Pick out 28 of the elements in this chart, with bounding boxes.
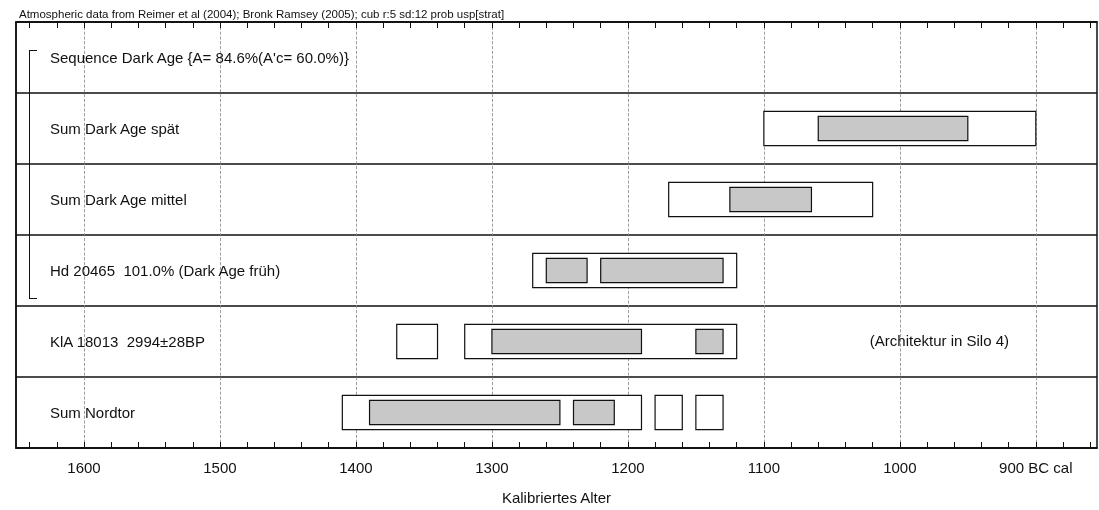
- y-tick-label: Sequence Dark Age {A= 84.6%(A'c= 60.0%)}: [50, 49, 349, 66]
- bar: [695, 394, 724, 431]
- bar: [817, 115, 969, 142]
- x-axis-title: Kalibriertes Alter: [501, 489, 612, 506]
- bar: [695, 328, 724, 355]
- x-tick-label: 1500: [203, 459, 237, 476]
- y-tick-label: Hd 20465 101.0% (Dark Age früh): [50, 262, 281, 279]
- bar: [600, 257, 724, 284]
- y-tick-label: KlA 18013 2994±28BP: [50, 333, 206, 350]
- bar: [491, 328, 643, 355]
- bar: [654, 394, 683, 431]
- chart-title: Atmospheric data from Reimer et al (2004); Bronk Ramsey (2005); cub r:5 sd:12 prob usp[strat]: [19, 8, 505, 20]
- y-tick-label: Sum Dark Age spät: [50, 120, 181, 137]
- bar: [572, 399, 615, 426]
- x-tick-label: 900 BC cal: [999, 459, 1073, 476]
- bar: [729, 186, 813, 213]
- y-tick-label: Sum Dark Age mittel: [50, 191, 187, 208]
- x-tick-label: 1000: [883, 459, 917, 476]
- annotation: (Architektur in Silo 4): [869, 331, 1010, 349]
- bar: [545, 257, 588, 284]
- x-tick-label: 1200: [611, 459, 645, 476]
- x-tick-label: 1600: [67, 459, 101, 476]
- x-tick-label: 1300: [475, 459, 509, 476]
- y-tick-label: Sum Nordtor: [50, 404, 136, 421]
- bar: [396, 323, 439, 360]
- x-tick-label: 1100: [747, 459, 780, 476]
- x-tick-label: 1400: [339, 459, 373, 476]
- bar: [368, 399, 561, 426]
